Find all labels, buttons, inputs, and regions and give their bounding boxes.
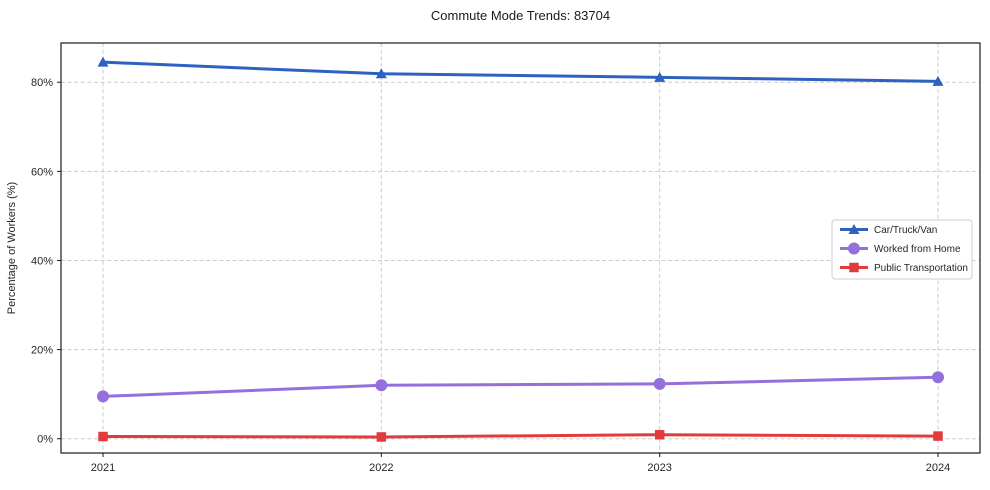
legend-box <box>831 219 973 280</box>
data-point <box>653 377 666 390</box>
data-point <box>375 379 388 392</box>
y-tick-label: 60% <box>31 166 53 178</box>
chart-title: Commute Mode Trends: 83704 <box>430 8 611 23</box>
y-tick-label: 0% <box>37 434 53 446</box>
plot-area-border <box>60 42 981 454</box>
legend-label: Worked from Home <box>874 244 961 255</box>
series-car-truck-van <box>97 56 944 86</box>
x-tick-label: 2022 <box>369 462 393 474</box>
y-tick-label: 40% <box>31 255 53 267</box>
y-tick-label: 20% <box>31 345 53 357</box>
legend-label: Car/Truck/Van <box>874 225 937 236</box>
y-tick-label: 80% <box>31 77 53 89</box>
legend-label: Public Transportation <box>874 263 968 274</box>
data-point <box>97 56 109 67</box>
legend: Car/Truck/Van Worked from Home Public Tran… <box>831 219 973 280</box>
data-point <box>97 390 109 403</box>
series-public-transportation <box>98 429 943 442</box>
x-tick-label: 2024 <box>926 462 950 474</box>
data-point <box>654 429 665 440</box>
legend-entry: Public Transportation <box>840 262 968 274</box>
x-tick-label: 2021 <box>91 462 115 474</box>
legend-entry: Car/Truck/Van <box>840 224 937 236</box>
series-worked-from-home <box>97 371 944 403</box>
data-point <box>98 431 108 442</box>
data-point <box>933 431 943 441</box>
data-point <box>932 75 944 86</box>
data-point <box>932 371 944 384</box>
data-point <box>848 242 860 255</box>
legend-entry: Worked from Home <box>840 242 961 255</box>
y-axis-label: Percentage of Workers (%) <box>6 182 18 314</box>
data-point <box>375 68 387 79</box>
x-tick-label: 2023 <box>647 462 671 474</box>
series-line <box>102 433 939 439</box>
series-line <box>102 60 939 83</box>
data-point <box>849 262 859 273</box>
data-point <box>376 432 387 442</box>
data-point <box>848 224 860 234</box>
series-line <box>102 375 939 398</box>
data-point <box>654 71 666 82</box>
